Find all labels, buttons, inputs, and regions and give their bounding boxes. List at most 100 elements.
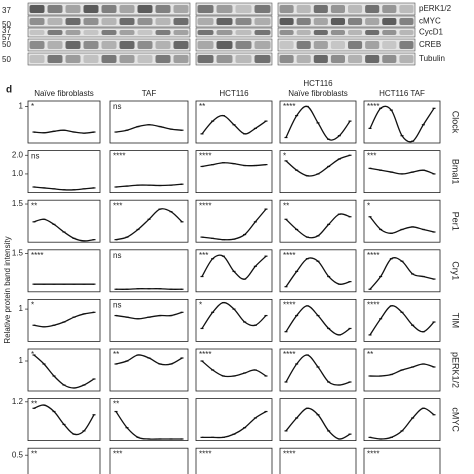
blot-band bbox=[348, 18, 363, 25]
panel-frame bbox=[195, 298, 273, 342]
blot-band bbox=[29, 30, 45, 35]
fit-curve bbox=[369, 216, 435, 234]
blot-band bbox=[296, 30, 311, 35]
protein-label: CycD1 bbox=[419, 28, 444, 37]
blot-band bbox=[47, 41, 63, 49]
blot-strip bbox=[277, 15, 416, 28]
blot-band bbox=[382, 5, 397, 13]
blot-band bbox=[382, 18, 397, 25]
panel-frame bbox=[109, 249, 189, 293]
blot-strip bbox=[195, 38, 273, 52]
significance: **** bbox=[199, 449, 211, 458]
significance: **** bbox=[283, 301, 295, 310]
panel-frame bbox=[195, 398, 273, 442]
blot-band bbox=[155, 55, 171, 63]
significance: **** bbox=[199, 350, 211, 359]
blot-band bbox=[29, 41, 45, 49]
panel-frame bbox=[279, 100, 357, 144]
y-axis-label: Relative protein band intensity bbox=[3, 236, 12, 343]
blot-band bbox=[47, 55, 63, 63]
panel-frame bbox=[279, 150, 357, 194]
significance: ** bbox=[31, 400, 37, 409]
blot-band bbox=[119, 5, 135, 13]
panel-frame bbox=[27, 100, 101, 144]
significance: ** bbox=[113, 400, 119, 409]
blot-band bbox=[365, 41, 380, 49]
y-tick-label: 1 bbox=[19, 356, 24, 365]
blot-band bbox=[83, 30, 99, 35]
blot-band bbox=[279, 5, 294, 13]
significance: * bbox=[199, 301, 202, 310]
fit-curve bbox=[33, 404, 95, 436]
blot-band bbox=[101, 41, 117, 49]
fit-curve bbox=[369, 167, 435, 175]
significance: ** bbox=[283, 201, 289, 210]
row-title: TIM bbox=[451, 313, 461, 329]
row-title: Bmal1 bbox=[451, 159, 461, 185]
significance: * bbox=[367, 201, 370, 210]
panel-frame bbox=[195, 100, 273, 144]
blot-band bbox=[399, 41, 414, 49]
column-header: Naïve fibroblasts bbox=[288, 89, 348, 98]
blot-band bbox=[399, 55, 414, 63]
row-title: Per1 bbox=[451, 212, 461, 231]
panel-frame bbox=[279, 298, 357, 342]
panel-frame bbox=[27, 150, 101, 194]
significance: **** bbox=[283, 102, 295, 111]
protein-label: cMYC bbox=[419, 17, 441, 26]
blot-band bbox=[65, 18, 81, 25]
blot-band bbox=[173, 41, 189, 49]
y-tick-label: 2.0 bbox=[12, 150, 24, 159]
significance: *** bbox=[113, 201, 122, 210]
panel-label: d bbox=[6, 85, 12, 96]
panel-frame bbox=[109, 447, 189, 474]
blot-band bbox=[137, 55, 153, 63]
blot-band bbox=[313, 5, 328, 13]
fit-curve bbox=[285, 213, 351, 239]
row-title: Cry1 bbox=[451, 261, 461, 280]
blot-band bbox=[235, 5, 252, 13]
significance: ** bbox=[367, 350, 373, 359]
mw-marker: 50 bbox=[2, 20, 11, 29]
significance: **** bbox=[31, 251, 43, 260]
blot-band bbox=[254, 55, 271, 63]
panel-frame bbox=[363, 348, 441, 392]
fit-curve bbox=[369, 257, 435, 290]
blot-strip bbox=[195, 2, 273, 16]
significance: ns bbox=[113, 301, 121, 310]
blot-band bbox=[119, 30, 135, 35]
protein-label: pERK1/2 bbox=[419, 4, 452, 13]
blot-band bbox=[296, 18, 311, 25]
blot-band bbox=[279, 41, 294, 49]
fit-curve bbox=[115, 208, 183, 241]
blot-band bbox=[29, 55, 45, 63]
blot-band bbox=[65, 55, 81, 63]
y-tick-label: 1.5 bbox=[12, 249, 24, 258]
panel-frame bbox=[109, 298, 189, 342]
blot-strip bbox=[277, 2, 416, 16]
blot-band bbox=[382, 30, 397, 35]
blot-band bbox=[313, 55, 328, 63]
blot-band bbox=[137, 18, 153, 25]
blot-band bbox=[83, 55, 99, 63]
panel-frame bbox=[109, 348, 189, 392]
blot-band bbox=[399, 5, 414, 13]
blot-band bbox=[296, 55, 311, 63]
blot-band bbox=[155, 5, 171, 13]
blot-band bbox=[119, 18, 135, 25]
column-header: Naïve fibroblasts bbox=[34, 89, 94, 98]
blot-band bbox=[235, 55, 252, 63]
blot-band bbox=[235, 30, 252, 35]
blot-band bbox=[155, 41, 171, 49]
protein-label: Tubulin bbox=[419, 54, 445, 63]
blot-band bbox=[254, 41, 271, 49]
blot-band bbox=[119, 55, 135, 63]
blot-band bbox=[235, 41, 252, 49]
blot-band bbox=[197, 30, 214, 35]
row-title: Clock bbox=[451, 111, 461, 134]
blot-strip bbox=[277, 27, 416, 38]
column-header: TAF bbox=[142, 89, 157, 98]
blot-band bbox=[216, 5, 233, 13]
blot-band bbox=[279, 18, 294, 25]
